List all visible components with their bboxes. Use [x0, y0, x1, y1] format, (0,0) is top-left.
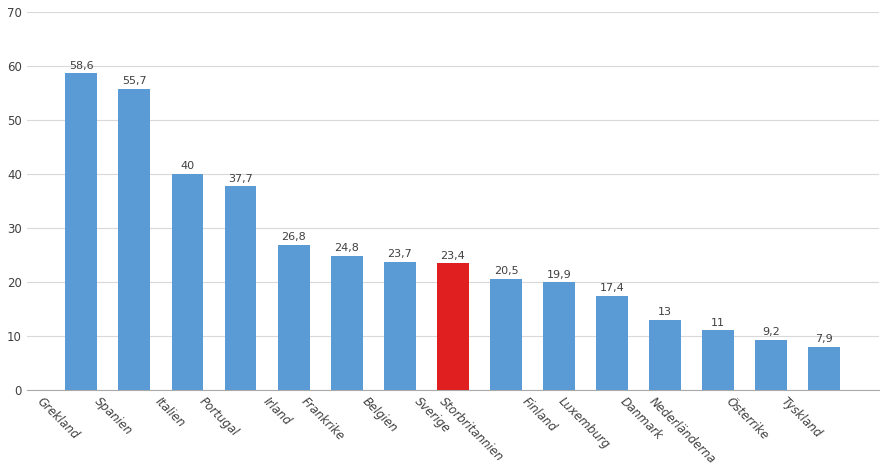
Bar	[649, 320, 681, 390]
Text: 7,9: 7,9	[815, 334, 833, 344]
Bar	[756, 340, 788, 390]
Text: 17,4: 17,4	[600, 283, 625, 293]
Text: 11: 11	[711, 318, 726, 328]
Bar	[490, 279, 522, 390]
Text: 9,2: 9,2	[763, 327, 781, 337]
Bar	[119, 89, 151, 390]
Text: 23,7: 23,7	[387, 249, 412, 259]
Bar	[808, 347, 840, 390]
Bar	[66, 73, 97, 390]
Text: 58,6: 58,6	[69, 61, 94, 71]
Bar	[225, 186, 256, 390]
Bar	[330, 256, 362, 390]
Text: 24,8: 24,8	[334, 243, 359, 253]
Bar	[703, 331, 734, 390]
Text: 40: 40	[181, 161, 195, 171]
Bar	[384, 262, 416, 390]
Bar	[596, 296, 628, 390]
Text: 13: 13	[658, 307, 672, 317]
Text: 37,7: 37,7	[229, 174, 253, 184]
Text: 26,8: 26,8	[281, 232, 306, 243]
Text: 20,5: 20,5	[494, 266, 518, 276]
Text: 19,9: 19,9	[547, 270, 571, 280]
Bar	[172, 174, 204, 390]
Bar	[437, 263, 469, 390]
Bar	[543, 282, 575, 390]
Text: 55,7: 55,7	[122, 77, 147, 87]
Text: 23,4: 23,4	[440, 251, 465, 261]
Bar	[277, 245, 309, 390]
